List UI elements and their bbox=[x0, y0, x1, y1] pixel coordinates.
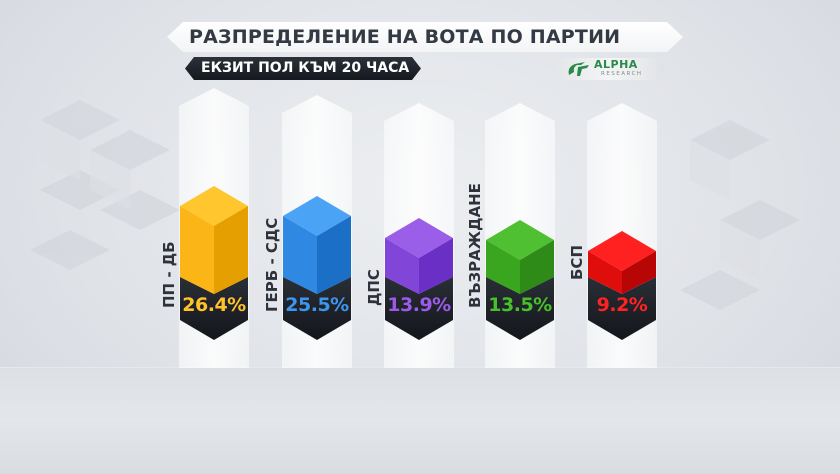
value-label: 9.2% bbox=[596, 294, 648, 316]
bar-gerb-sds bbox=[283, 196, 351, 294]
bar-dps-bottom bbox=[385, 277, 453, 294]
value-label: 26.4% bbox=[182, 294, 246, 316]
party-label: ГЕРБ - СДС bbox=[263, 217, 281, 312]
value-label: 13.5% bbox=[488, 294, 552, 316]
bar-vazrazhdane-bottom bbox=[486, 277, 554, 294]
logo-tagline: RESEARCH bbox=[601, 71, 643, 77]
bar-gerb-sds-bottom bbox=[283, 277, 351, 294]
party-label: ВЪЗРАЖДАНЕ bbox=[466, 183, 484, 308]
party-label: ПП - ДБ bbox=[160, 241, 178, 308]
party-label: БСП bbox=[568, 245, 586, 280]
bar-pp-db bbox=[180, 186, 248, 294]
floor bbox=[0, 367, 840, 474]
alpha-logo-icon bbox=[568, 62, 589, 76]
bar-pp-db-bottom bbox=[180, 277, 248, 294]
subtitle-banner bbox=[185, 57, 421, 80]
bar-bsp bbox=[588, 231, 656, 294]
chart-title: РАЗПРЕДЕЛЕНИЕ НА ВОТА ПО ПАРТИИ bbox=[189, 26, 621, 48]
value-label: 13.9% bbox=[387, 294, 451, 316]
logo-name: ALPHA bbox=[594, 58, 638, 71]
value-label: 25.5% bbox=[285, 294, 349, 316]
party-label: ДПС bbox=[365, 269, 383, 306]
chart-subtitle: ЕКЗИТ ПОЛ КЪМ 20 ЧАСА bbox=[201, 60, 410, 76]
title-banner bbox=[167, 22, 683, 52]
